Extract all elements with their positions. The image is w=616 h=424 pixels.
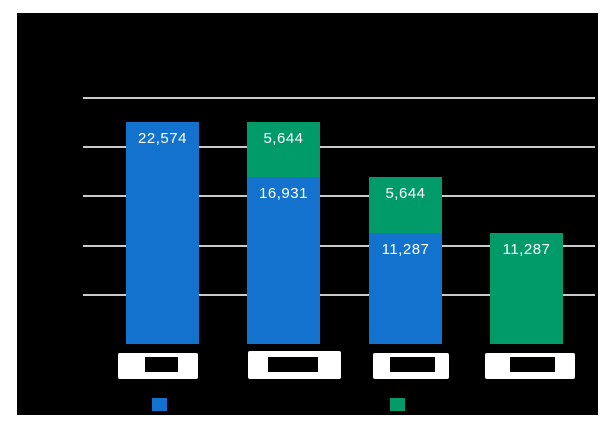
x-tick-redaction-3 bbox=[390, 357, 435, 372]
bar-value-label: 11,287 bbox=[381, 240, 430, 258]
bar-segment-series-1-blue: 16,931 bbox=[247, 177, 320, 344]
gridline bbox=[83, 244, 595, 247]
bar-segment-series-1-blue: 22,574 bbox=[126, 121, 199, 344]
gridline bbox=[83, 97, 595, 99]
bar-value-label: 11,287 bbox=[502, 240, 551, 258]
bar-value-label: 16,931 bbox=[259, 185, 308, 203]
bar-segment-series-2-green: 5,644 bbox=[247, 121, 320, 178]
bar-value-label: 5,644 bbox=[385, 185, 426, 203]
x-tick-redaction-2 bbox=[268, 357, 318, 372]
gridline bbox=[83, 146, 595, 149]
legend-swatch-blue bbox=[152, 398, 167, 411]
gridline bbox=[83, 293, 595, 296]
x-tick-pill-1 bbox=[118, 353, 198, 379]
bar-value-label: 22,574 bbox=[138, 129, 187, 147]
gridline bbox=[83, 195, 595, 198]
bar-segment-series-2-green: 5,644 bbox=[369, 177, 442, 233]
bar-segment-series-2-green: 11,287 bbox=[490, 232, 563, 344]
bar-segment-series-1-blue: 11,287 bbox=[369, 232, 442, 344]
bar-value-label: 5,644 bbox=[263, 129, 304, 147]
x-tick-pill-2 bbox=[248, 351, 341, 379]
x-tick-pill-4 bbox=[485, 353, 575, 379]
x-tick-redaction-1 bbox=[145, 357, 178, 372]
legend-swatch-green bbox=[390, 398, 405, 411]
x-tick-pill-3 bbox=[373, 353, 449, 379]
x-tick-redaction-4 bbox=[510, 357, 555, 372]
